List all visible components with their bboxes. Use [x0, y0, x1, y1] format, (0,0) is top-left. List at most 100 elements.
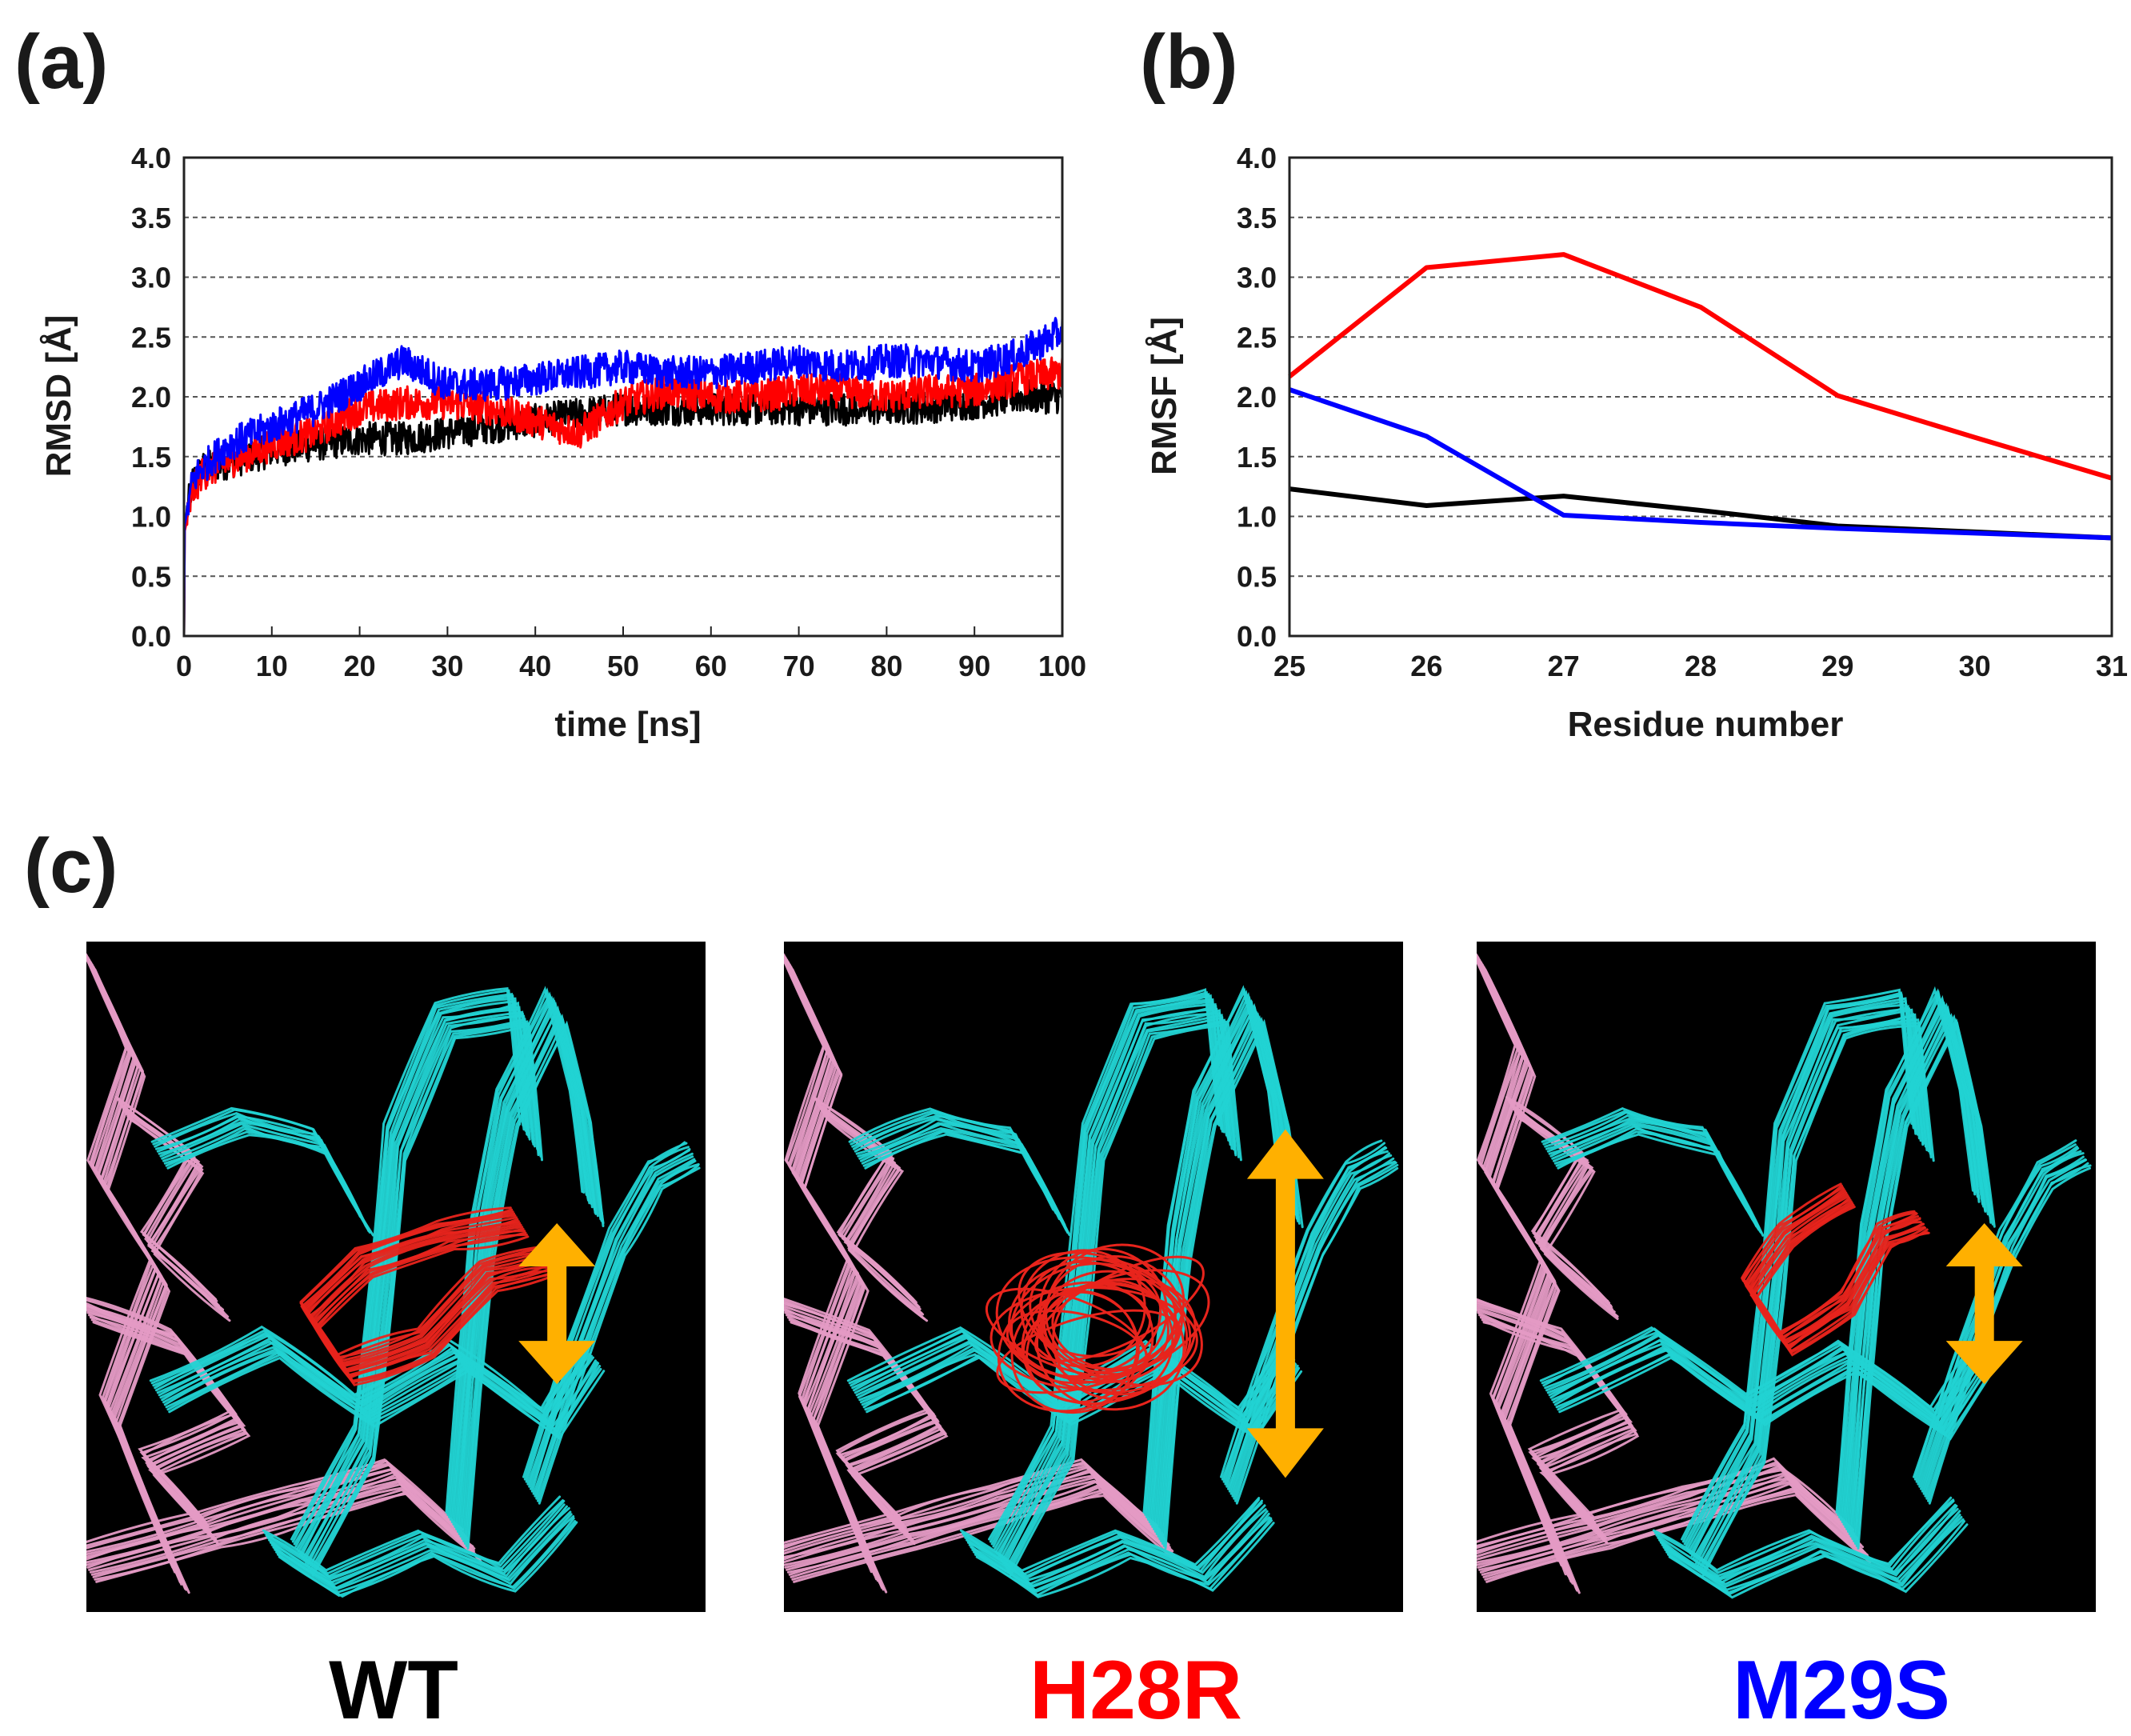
- double-arrow-icon: [518, 1223, 596, 1385]
- backbone-bottom-strand: [966, 1508, 1267, 1586]
- backbone-sheet-3-strand: [532, 1158, 696, 1495]
- backbone-bottom-strand: [265, 1499, 566, 1578]
- backbone-sheet-1-strand: [305, 1012, 536, 1565]
- backbone-bottom-strand: [266, 1503, 566, 1579]
- loop-wt: [299, 1206, 554, 1386]
- rmsd-xtick-label: 100: [1038, 650, 1086, 682]
- backbone-bottom-strand: [1657, 1503, 1957, 1580]
- rmsd-xtick-label: 90: [958, 650, 990, 682]
- rmsf-xtick-label: 26: [1410, 650, 1442, 682]
- partner-chain-mid-strand: [790, 1321, 949, 1546]
- backbone-loop-left: [150, 1106, 374, 1237]
- loop-strand: [1052, 1278, 1174, 1400]
- backbone-sheet-3: [522, 1141, 701, 1505]
- partner-chain-bottom-strand: [86, 1458, 459, 1544]
- rmsd-series-m29s: [182, 317, 1064, 637]
- backbone-sheet-1-strand: [1690, 1005, 1922, 1558]
- backbone-bottom-strand: [272, 1513, 573, 1590]
- partner-chain-left-strand: [791, 968, 888, 1594]
- backbone-loop-left-strand: [1557, 1133, 1765, 1237]
- loop-m29s-strand: [1753, 1206, 1930, 1357]
- loop-h28r: [985, 1243, 1210, 1414]
- backbone-sheet-3-strand: [1920, 1152, 2085, 1490]
- backbone-sheet-1-strand: [300, 1006, 531, 1558]
- backbone-sheet-3-strand: [528, 1149, 690, 1488]
- rmsd-xtick-label: 50: [607, 650, 639, 682]
- partner-chain-bottom-strand: [1477, 1472, 1858, 1561]
- backbone-sheet-2: [1142, 985, 1304, 1550]
- backbone-bottom-strand: [975, 1522, 1275, 1598]
- backbone-sheet-3-strand: [1924, 1158, 2088, 1498]
- rmsd-xtick-label: 30: [431, 650, 463, 682]
- partner-chain-inner-strand: [821, 1110, 923, 1315]
- rmsd-ytick-label: 1.0: [131, 501, 171, 534]
- partner-chain-bottom-strand: [784, 1479, 1171, 1569]
- partner-chain-bottom-strand: [1477, 1463, 1854, 1550]
- panel-a-label: (a): [14, 19, 108, 105]
- backbone-sheet-1-strand: [1006, 1018, 1237, 1572]
- backbone-bottom-strand: [278, 1521, 578, 1598]
- backbone-loop-left-strand: [864, 1133, 1071, 1236]
- rmsd-xtick-label: 80: [870, 650, 902, 682]
- loop-strand: [985, 1287, 1148, 1378]
- loop-strand: [1051, 1282, 1177, 1372]
- backbone-bottom-strand: [274, 1515, 575, 1590]
- backbone-sheet-3-strand: [1228, 1154, 1393, 1493]
- rmsf-ytick-label: 3.5: [1237, 202, 1277, 234]
- backbone-bottom-strand: [1653, 1498, 1955, 1574]
- rmsd-xtick-label: 0: [176, 650, 192, 682]
- partner-chain-mid-strand: [1482, 1321, 1640, 1544]
- rmsf-xtick-label: 30: [1959, 650, 1991, 682]
- backbone-bottom-strand: [269, 1506, 570, 1584]
- loop-strand: [1008, 1258, 1177, 1380]
- loop-wt-strand: [314, 1231, 551, 1382]
- backbone-sheet-1: [1681, 988, 1935, 1577]
- rmsd-ytick-label: 1.5: [131, 441, 171, 474]
- rmsd-chart: 0.0 0.5 1.0 1.5 2.0 2.5 3.0 3.5 4.0 0 10 20 30 40 50 6…: [39, 142, 1086, 744]
- partner-chain-left: [1477, 953, 1581, 1594]
- panel-b-label: (b): [1140, 19, 1238, 105]
- rmsf-ytick-label: 2.5: [1237, 321, 1277, 354]
- backbone-sheet-1-strand: [996, 1003, 1229, 1555]
- rmsf-ytick-label: 1.5: [1237, 441, 1277, 474]
- partner-chain-left: [784, 953, 888, 1594]
- rmsd-xtick-label: 60: [695, 650, 727, 682]
- rmsf-chart-ylabel: RMSF [Å]: [1145, 317, 1184, 475]
- backbone-sheet-1-strand: [298, 1001, 530, 1555]
- backbone-sheet-1: [988, 988, 1242, 1577]
- structure-label-wt: WT: [329, 1644, 458, 1736]
- partner-chain-bottom-strand: [784, 1466, 1165, 1555]
- backbone-sheet-3-strand: [526, 1148, 691, 1486]
- loop-strand: [1010, 1290, 1140, 1414]
- rmsf-ytick-label: 0.5: [1237, 560, 1277, 593]
- backbone-bottom-strand: [974, 1519, 1273, 1597]
- rmsd-ytick-label: 3.5: [131, 202, 171, 234]
- rmsf-ytick-label: 1.0: [1237, 501, 1277, 534]
- backbone-bottom: [959, 1497, 1275, 1598]
- rmsd-ytick-label: 4.0: [131, 142, 171, 174]
- rmsd-ytick-label: 2.0: [131, 381, 171, 414]
- rmsd-ytick-label: 0.0: [131, 620, 171, 653]
- backbone-sheet-3-strand: [523, 1142, 688, 1481]
- backbone-sheet-1-strand: [999, 1007, 1232, 1560]
- backbone-sheet-2: [445, 986, 605, 1550]
- partner-chain-mid-strand: [92, 1321, 251, 1545]
- double-arrow-icon: [1945, 1223, 2023, 1385]
- partner-chain-bottom-strand: [784, 1469, 1166, 1558]
- backbone-bottom: [1652, 1496, 1969, 1599]
- rmsf-ytick-label: 0.0: [1237, 620, 1277, 653]
- loop-strand: [990, 1286, 1198, 1392]
- rmsf-chart: 0.0 0.5 1.0 1.5 2.0 2.5 3.0 3.5 4.0 25 26 27 28 29 30…: [1145, 142, 2128, 744]
- rmsf-chart-xlabel: Residue number: [1568, 705, 1844, 744]
- loop-strand: [1018, 1251, 1203, 1386]
- rmsf-xtick-label: 28: [1685, 650, 1717, 682]
- backbone-sheet-3-strand: [1225, 1150, 1389, 1488]
- backbone-bottom-strand: [1668, 1523, 1969, 1599]
- partner-chain-inner-strand: [826, 1118, 929, 1322]
- rmsd-ytick-label: 3.0: [131, 262, 171, 294]
- backbone-sheet-3-strand: [537, 1164, 699, 1502]
- backbone-sheet-3-strand: [1928, 1166, 2091, 1505]
- partner-chain-mid: [784, 1298, 949, 1546]
- backbone-sheet-1-strand: [1008, 1020, 1240, 1574]
- rmsd-xtick-label: 10: [256, 650, 288, 682]
